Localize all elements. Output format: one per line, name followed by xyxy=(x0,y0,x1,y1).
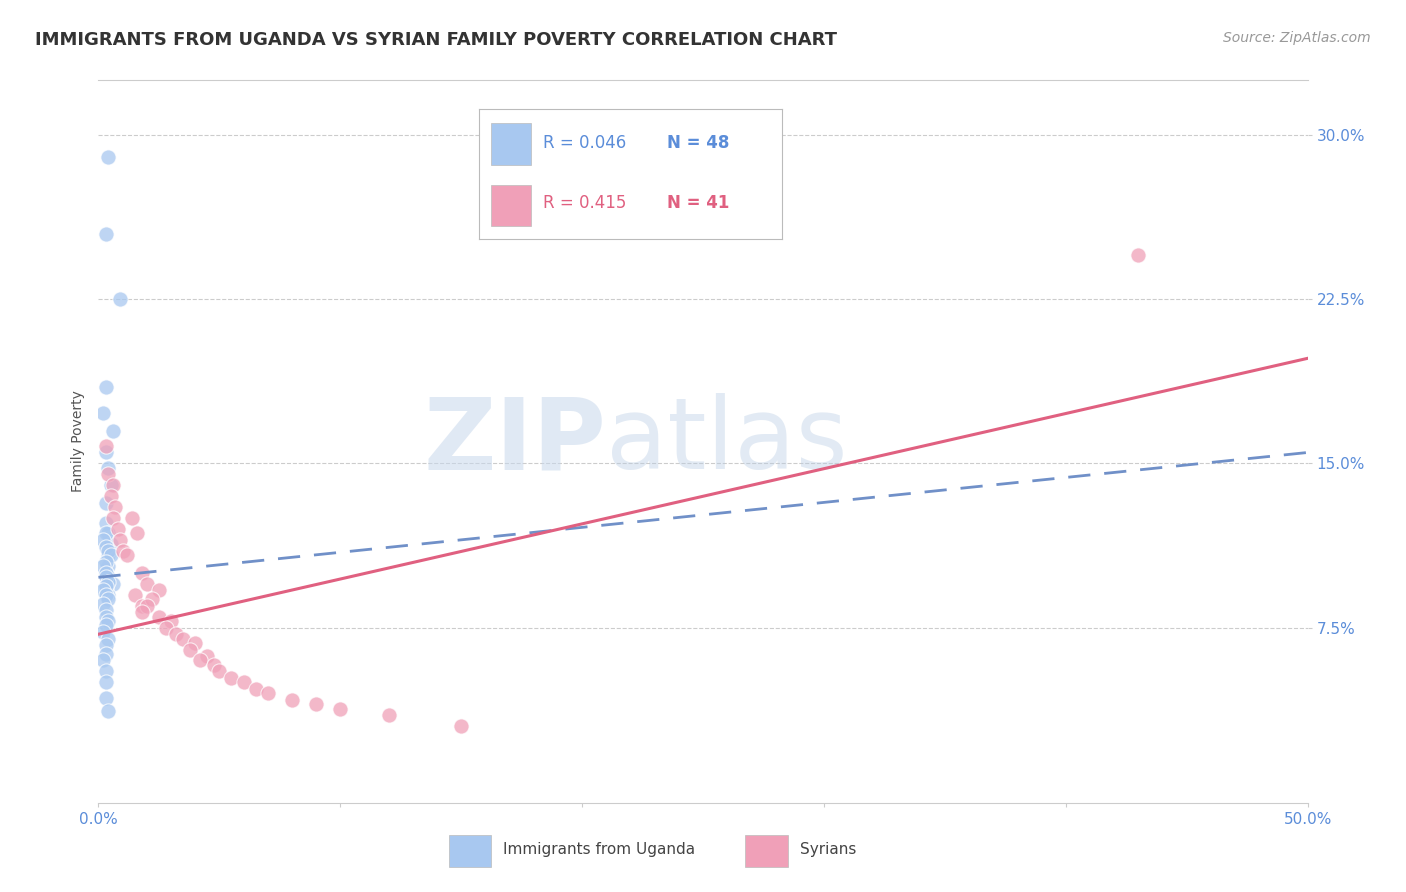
Text: ZIP: ZIP xyxy=(423,393,606,490)
Point xyxy=(94,526,117,541)
Point xyxy=(91,583,114,598)
Point xyxy=(94,579,117,593)
Point xyxy=(131,566,153,580)
Point xyxy=(256,686,278,700)
Point xyxy=(108,292,131,306)
Point xyxy=(148,609,170,624)
Point xyxy=(124,588,146,602)
Point xyxy=(188,653,211,667)
Point xyxy=(94,570,117,584)
Point xyxy=(94,445,117,459)
Point xyxy=(97,150,120,164)
Point xyxy=(91,625,114,640)
Point xyxy=(94,603,117,617)
Point xyxy=(97,632,120,646)
Point xyxy=(100,549,122,563)
Point xyxy=(221,671,243,685)
Point xyxy=(97,588,120,602)
Point xyxy=(94,496,117,510)
Point xyxy=(104,500,127,515)
Point xyxy=(94,566,117,580)
Point xyxy=(179,642,201,657)
Point xyxy=(100,489,122,503)
Point xyxy=(94,638,117,652)
Point xyxy=(148,583,170,598)
Point xyxy=(450,719,472,733)
Point xyxy=(281,693,304,707)
Point xyxy=(97,467,120,482)
Point xyxy=(97,574,120,589)
Point xyxy=(94,540,117,554)
Point xyxy=(160,614,183,628)
Point xyxy=(377,708,399,723)
Point xyxy=(91,597,114,611)
Point xyxy=(1128,248,1150,262)
Point xyxy=(94,675,117,690)
Point xyxy=(94,588,117,602)
Point xyxy=(91,406,114,420)
Point xyxy=(172,632,194,646)
Point xyxy=(245,681,267,696)
Point xyxy=(108,533,131,547)
Point xyxy=(97,559,120,574)
Point xyxy=(155,621,177,635)
Point xyxy=(94,690,117,705)
Point xyxy=(94,439,117,453)
Point xyxy=(101,478,124,492)
Point xyxy=(127,526,149,541)
Point xyxy=(100,537,122,551)
Point xyxy=(94,566,117,580)
Text: atlas: atlas xyxy=(606,393,848,490)
Point xyxy=(91,653,114,667)
Point xyxy=(97,592,120,607)
Point xyxy=(97,570,120,584)
Point xyxy=(97,526,120,541)
Point xyxy=(135,599,157,613)
Point xyxy=(101,511,124,525)
Point xyxy=(131,605,153,619)
Point xyxy=(208,665,231,679)
Point xyxy=(111,544,134,558)
Text: IMMIGRANTS FROM UGANDA VS SYRIAN FAMILY POVERTY CORRELATION CHART: IMMIGRANTS FROM UGANDA VS SYRIAN FAMILY … xyxy=(35,31,837,49)
Point xyxy=(165,627,187,641)
Point xyxy=(195,649,218,664)
Point xyxy=(94,665,117,679)
Point xyxy=(97,704,120,718)
Y-axis label: Family Poverty: Family Poverty xyxy=(70,391,84,492)
Point xyxy=(117,549,139,563)
Point xyxy=(94,227,117,241)
Point xyxy=(107,522,129,536)
Point xyxy=(121,511,143,525)
Point xyxy=(97,460,120,475)
Point xyxy=(135,577,157,591)
Point xyxy=(97,614,120,628)
Point xyxy=(184,636,207,650)
Point xyxy=(91,559,114,574)
Point xyxy=(94,380,117,394)
Point xyxy=(101,577,124,591)
Point xyxy=(97,549,120,563)
Point xyxy=(94,609,117,624)
Point xyxy=(94,618,117,632)
Point xyxy=(101,424,124,438)
Point xyxy=(305,698,328,712)
Point xyxy=(100,478,122,492)
Point xyxy=(94,647,117,661)
Point xyxy=(232,675,254,690)
Point xyxy=(94,555,117,569)
Point xyxy=(131,599,153,613)
Point xyxy=(97,544,120,558)
Point xyxy=(91,533,114,547)
Point xyxy=(329,701,352,715)
Point xyxy=(141,592,163,607)
Point xyxy=(204,657,226,672)
Point xyxy=(94,516,117,530)
Text: Source: ZipAtlas.com: Source: ZipAtlas.com xyxy=(1223,31,1371,45)
Point xyxy=(94,581,117,595)
